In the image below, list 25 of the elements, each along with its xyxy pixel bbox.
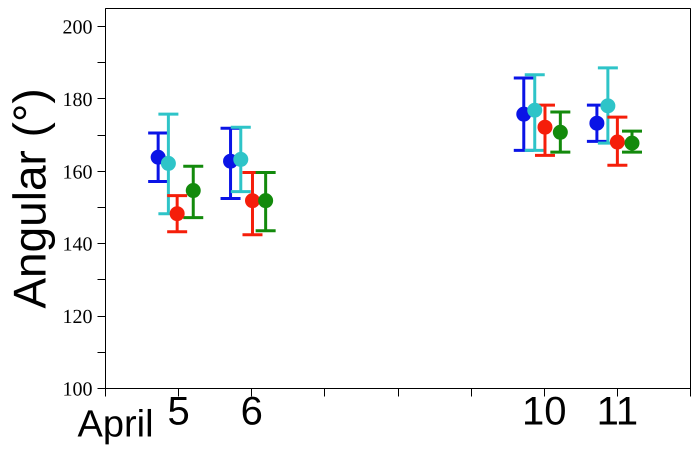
point bbox=[552, 124, 568, 140]
point bbox=[589, 116, 604, 131]
y-tick-label: 200 bbox=[62, 16, 92, 39]
point bbox=[624, 136, 640, 151]
x-tick-label: 10 bbox=[522, 390, 567, 434]
point bbox=[610, 134, 625, 150]
y-tick-label: 140 bbox=[62, 234, 92, 256]
point bbox=[170, 206, 185, 222]
point bbox=[160, 156, 176, 171]
x-tick-label: 5 bbox=[168, 390, 190, 434]
point bbox=[527, 102, 542, 118]
point bbox=[258, 193, 274, 208]
point bbox=[186, 183, 201, 198]
y-tick-label: 120 bbox=[62, 306, 92, 328]
point bbox=[233, 152, 248, 167]
point bbox=[600, 98, 616, 114]
x-tick-label: 6 bbox=[240, 390, 263, 434]
point bbox=[244, 193, 260, 208]
x-tick-label: 11 bbox=[596, 390, 638, 434]
y-axis-title: Angular (°) bbox=[4, 88, 56, 309]
y-tick-label: 180 bbox=[62, 88, 92, 111]
text: April bbox=[78, 404, 154, 446]
y-tick-label: 100 bbox=[62, 378, 92, 400]
y-tick-label: 160 bbox=[62, 161, 92, 184]
point bbox=[537, 120, 552, 135]
